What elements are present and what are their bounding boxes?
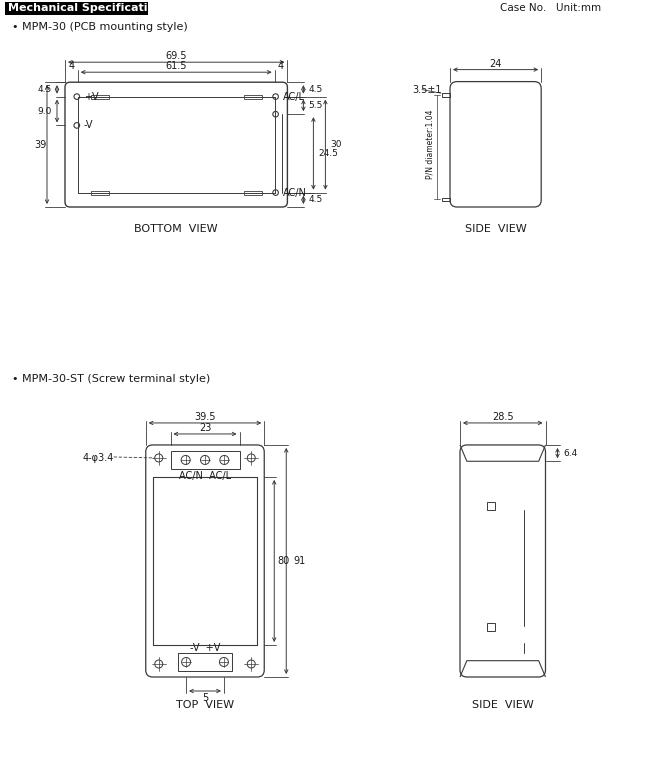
Text: 28.5: 28.5: [492, 412, 514, 422]
Text: 39: 39: [34, 140, 46, 150]
Text: 5: 5: [202, 693, 208, 703]
Text: P/N diameter:1.04: P/N diameter:1.04: [425, 110, 435, 179]
Text: 24: 24: [489, 59, 502, 69]
Text: 4: 4: [68, 61, 74, 71]
Text: 69.5: 69.5: [165, 51, 187, 61]
Text: SIDE  VIEW: SIDE VIEW: [465, 224, 527, 234]
Text: 30: 30: [330, 140, 342, 149]
Text: 9.0: 9.0: [38, 107, 52, 116]
Text: BOTTOM  VIEW: BOTTOM VIEW: [135, 224, 218, 234]
Bar: [91, 191, 109, 195]
Text: 6.4: 6.4: [563, 449, 578, 458]
Bar: [487, 622, 495, 631]
Bar: [170, 451, 239, 469]
Text: 3.5±1: 3.5±1: [412, 85, 442, 95]
Bar: [487, 502, 495, 510]
Text: AC/L: AC/L: [283, 92, 305, 102]
Text: AC/N: AC/N: [283, 188, 306, 198]
Text: 4-φ3.4: 4-φ3.4: [82, 453, 114, 463]
Text: TOP  VIEW: TOP VIEW: [176, 700, 234, 710]
Text: Mechanical Specification: Mechanical Specification: [8, 3, 163, 13]
Text: AC/N  AC/L: AC/N AC/L: [179, 471, 231, 481]
Bar: [442, 93, 450, 96]
Text: 24.5: 24.5: [318, 149, 338, 158]
Text: • MPM-30 (PCB mounting style): • MPM-30 (PCB mounting style): [12, 22, 188, 32]
Bar: [91, 95, 109, 99]
Text: +V: +V: [84, 92, 98, 102]
Text: 91: 91: [293, 556, 306, 566]
Text: 39.5: 39.5: [194, 412, 216, 422]
Text: -V  +V: -V +V: [190, 643, 220, 653]
Text: 61.5: 61.5: [165, 61, 187, 71]
Text: 4.5: 4.5: [38, 85, 52, 94]
Text: 23: 23: [199, 423, 211, 433]
Bar: [178, 653, 232, 671]
Text: 80: 80: [277, 556, 289, 566]
Bar: [244, 191, 261, 195]
Text: SIDE  VIEW: SIDE VIEW: [472, 700, 533, 710]
Text: -V: -V: [84, 120, 93, 130]
Text: 4.5: 4.5: [308, 85, 323, 94]
Bar: [442, 198, 450, 201]
Text: 4: 4: [278, 61, 284, 71]
Bar: [5, 2, 148, 15]
Text: • MPM-30-ST (Screw terminal style): • MPM-30-ST (Screw terminal style): [12, 374, 210, 384]
Text: 4.5: 4.5: [308, 195, 323, 205]
Text: Case No.   Unit:mm: Case No. Unit:mm: [500, 3, 601, 13]
Text: 5.5: 5.5: [308, 101, 323, 110]
Bar: [244, 95, 261, 99]
